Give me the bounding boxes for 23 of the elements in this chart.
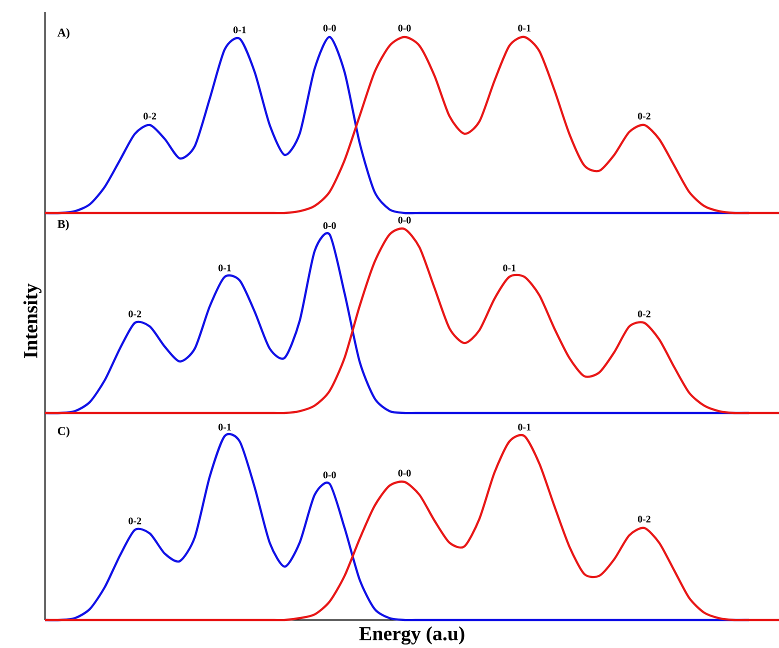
annotation: 0-2: [128, 518, 142, 524]
chart-title: C): [58, 426, 70, 438]
annotation: 0-2: [638, 516, 650, 522]
annotation: 0-0: [398, 470, 411, 476]
text: 0-1: [518, 24, 530, 32]
annotation: 0-1: [503, 264, 516, 272]
text: 0-1: [233, 26, 246, 34]
chart-title: A): [57, 28, 70, 40]
annotation: 0-1: [218, 264, 231, 272]
text: 0-1: [218, 424, 231, 430]
annotation: 0-2: [144, 112, 156, 120]
y-axis-title: Intensity: [23, 284, 42, 358]
annotation: 0-0: [323, 222, 336, 229]
text: 0-0: [323, 24, 336, 32]
annotation: 0-2: [128, 310, 142, 318]
x-axis-title: Energy (a.u): [359, 626, 464, 645]
text: 0-0: [398, 24, 411, 32]
annotation: 0-2: [638, 310, 650, 318]
annotation: 0-2: [638, 112, 650, 120]
text: 0-1: [518, 424, 530, 430]
annotation: 0-0: [323, 472, 336, 478]
chart-title: B): [58, 220, 69, 230]
text: 0-0: [398, 216, 411, 224]
